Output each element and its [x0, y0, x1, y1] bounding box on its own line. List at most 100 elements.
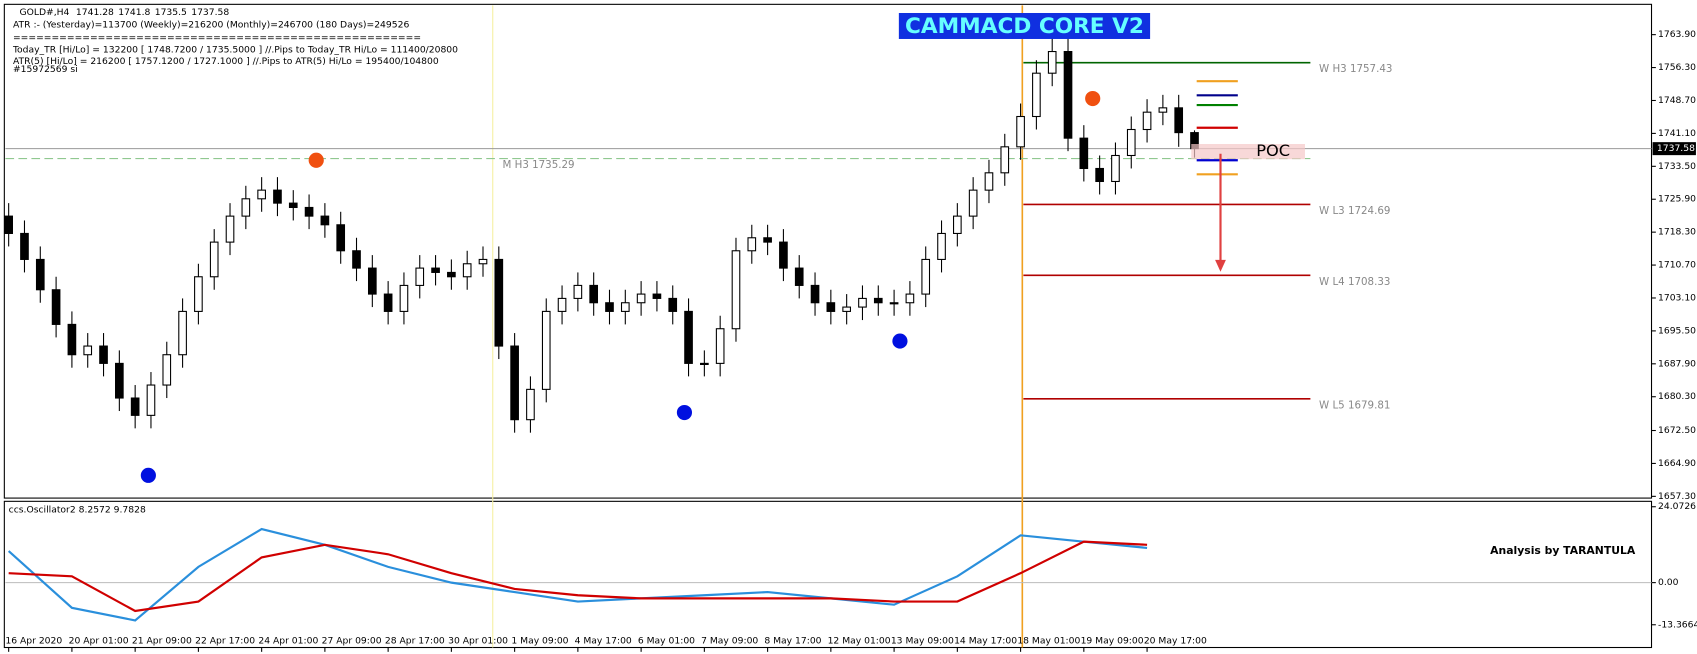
candle-body: [668, 297, 678, 312]
candle-body: [794, 267, 804, 286]
atr-line: ATR :- (Yesterday)=113700 (Weekly)=21620…: [13, 19, 409, 30]
y-tick-label: 0.00: [1658, 577, 1679, 588]
candle-body: [968, 189, 978, 217]
candle-body: [937, 232, 946, 260]
y-tick-label: -13.3664: [1658, 619, 1697, 630]
candle-body: [1016, 115, 1025, 148]
candle-body: [826, 302, 836, 312]
candle-body: [1000, 146, 1010, 174]
candle-body: [810, 284, 820, 304]
candle-body: [1032, 72, 1041, 118]
symbol: GOLD#,H4: [19, 6, 69, 17]
oscillator-title: ccs.Oscillator2 8.2572 9.7828: [9, 504, 146, 515]
candle-body: [889, 302, 899, 305]
banner: CAMMACD CORE V2: [905, 14, 1144, 39]
signal-dot: [140, 467, 156, 483]
y-tick-label: 1756.30: [1658, 62, 1696, 73]
candle-body: [1063, 50, 1073, 139]
oscillator-panel: [3, 500, 1653, 649]
x-tick-label: 20 Apr 01:00: [69, 636, 129, 647]
candle-body: [352, 250, 361, 269]
x-tick-label: 18 May 01:00: [1017, 636, 1080, 647]
x-tick-label: 24 Apr 01:00: [258, 636, 318, 647]
x-tick-label: 1 May 09:00: [511, 636, 568, 647]
candle-body: [763, 237, 772, 243]
y-tick-label: 1718.30: [1658, 227, 1696, 238]
y-tick-label: 1657.30: [1658, 491, 1696, 502]
signal-dot: [308, 152, 324, 168]
price-box: [1652, 142, 1696, 156]
candle-body: [320, 215, 330, 226]
candle-body: [873, 297, 883, 304]
candle-body: [1111, 154, 1120, 183]
candle-body: [842, 306, 851, 312]
main-panel: [3, 3, 1653, 499]
candle-body: [747, 237, 757, 252]
price-label: 1737.58: [1657, 143, 1695, 154]
candle-body: [589, 284, 599, 304]
candle-body: [115, 362, 124, 399]
candle-body: [194, 276, 203, 312]
candle-body: [905, 293, 915, 304]
signal-dot: [676, 404, 693, 421]
x-tick-label: 20 May 17:00: [1144, 636, 1207, 647]
x-tick-label: 12 May 01:00: [828, 636, 891, 647]
candle-body: [779, 241, 788, 269]
candle-body: [1095, 167, 1104, 183]
pivot-label: W L3 1724.69: [1319, 205, 1390, 217]
x-tick-label: 22 Apr 17:00: [195, 636, 255, 647]
candle-body: [162, 354, 172, 386]
candle-body: [557, 297, 567, 312]
x-tick-label: 28 Apr 17:00: [385, 636, 445, 647]
candle-body: [1174, 107, 1184, 134]
candle-body: [241, 198, 251, 217]
candle-body: [541, 310, 551, 390]
x-tick-label: 13 May 09:00: [891, 636, 954, 647]
oscillator-line: [7, 527, 1148, 622]
candle-body: [99, 345, 108, 364]
ohlc-value: 1741.28: [76, 6, 114, 17]
candle-body: [35, 258, 45, 291]
signal-dot: [1085, 90, 1101, 107]
y-tick-label: 1687.90: [1658, 358, 1696, 369]
candle-body: [383, 293, 393, 312]
candle-body: [1126, 128, 1136, 157]
candle-body: [1047, 50, 1057, 74]
x-tick-label: 27 Apr 09:00: [322, 636, 382, 647]
ohlc-value: 1741.8: [118, 6, 150, 17]
today-tr: Today_TR [Hi/Lo] = 132200 [ 1748.7200 / …: [12, 44, 458, 55]
candle-body: [367, 267, 377, 295]
candle-body: [146, 384, 156, 416]
candle-body: [494, 258, 504, 347]
y-tick-label: 1710.70: [1658, 260, 1696, 271]
candle-body: [921, 258, 931, 295]
candle-body: [1079, 137, 1089, 170]
candle-body: [526, 388, 535, 421]
atr5-line: ATR(5) [Hi/Lo] = 216200 [ 1757.1200 / 17…: [13, 56, 439, 67]
candle-body: [1142, 111, 1152, 131]
pivot-label: W H3 1757.43: [1319, 63, 1392, 75]
candle-body: [415, 267, 425, 286]
y-tick-label: 1725.90: [1658, 194, 1696, 205]
target-arrow-head: [1215, 259, 1226, 272]
candle-body: [573, 284, 583, 299]
candle-body: [209, 241, 219, 278]
banner-bg: [898, 12, 1151, 39]
candle-body: [731, 250, 741, 330]
y-tick-label: 1741.10: [1658, 128, 1696, 139]
candle-body: [67, 323, 77, 356]
x-tick-label: 19 May 09:00: [1081, 636, 1144, 647]
ohlc-value: 1737.58: [191, 6, 229, 17]
y-tick-label: 1763.90: [1658, 29, 1696, 40]
candle-body: [858, 297, 867, 308]
candle-body: [715, 328, 725, 364]
candle-body: [510, 345, 519, 421]
y-tick-label: 1703.10: [1658, 292, 1696, 303]
candle-body: [462, 263, 472, 278]
y-tick-label: 1664.90: [1658, 458, 1696, 469]
separator: ========================================…: [13, 32, 421, 43]
x-tick-label: 7 May 09:00: [701, 636, 758, 647]
x-tick-label: 8 May 17:00: [764, 636, 821, 647]
candle-body: [257, 189, 266, 200]
